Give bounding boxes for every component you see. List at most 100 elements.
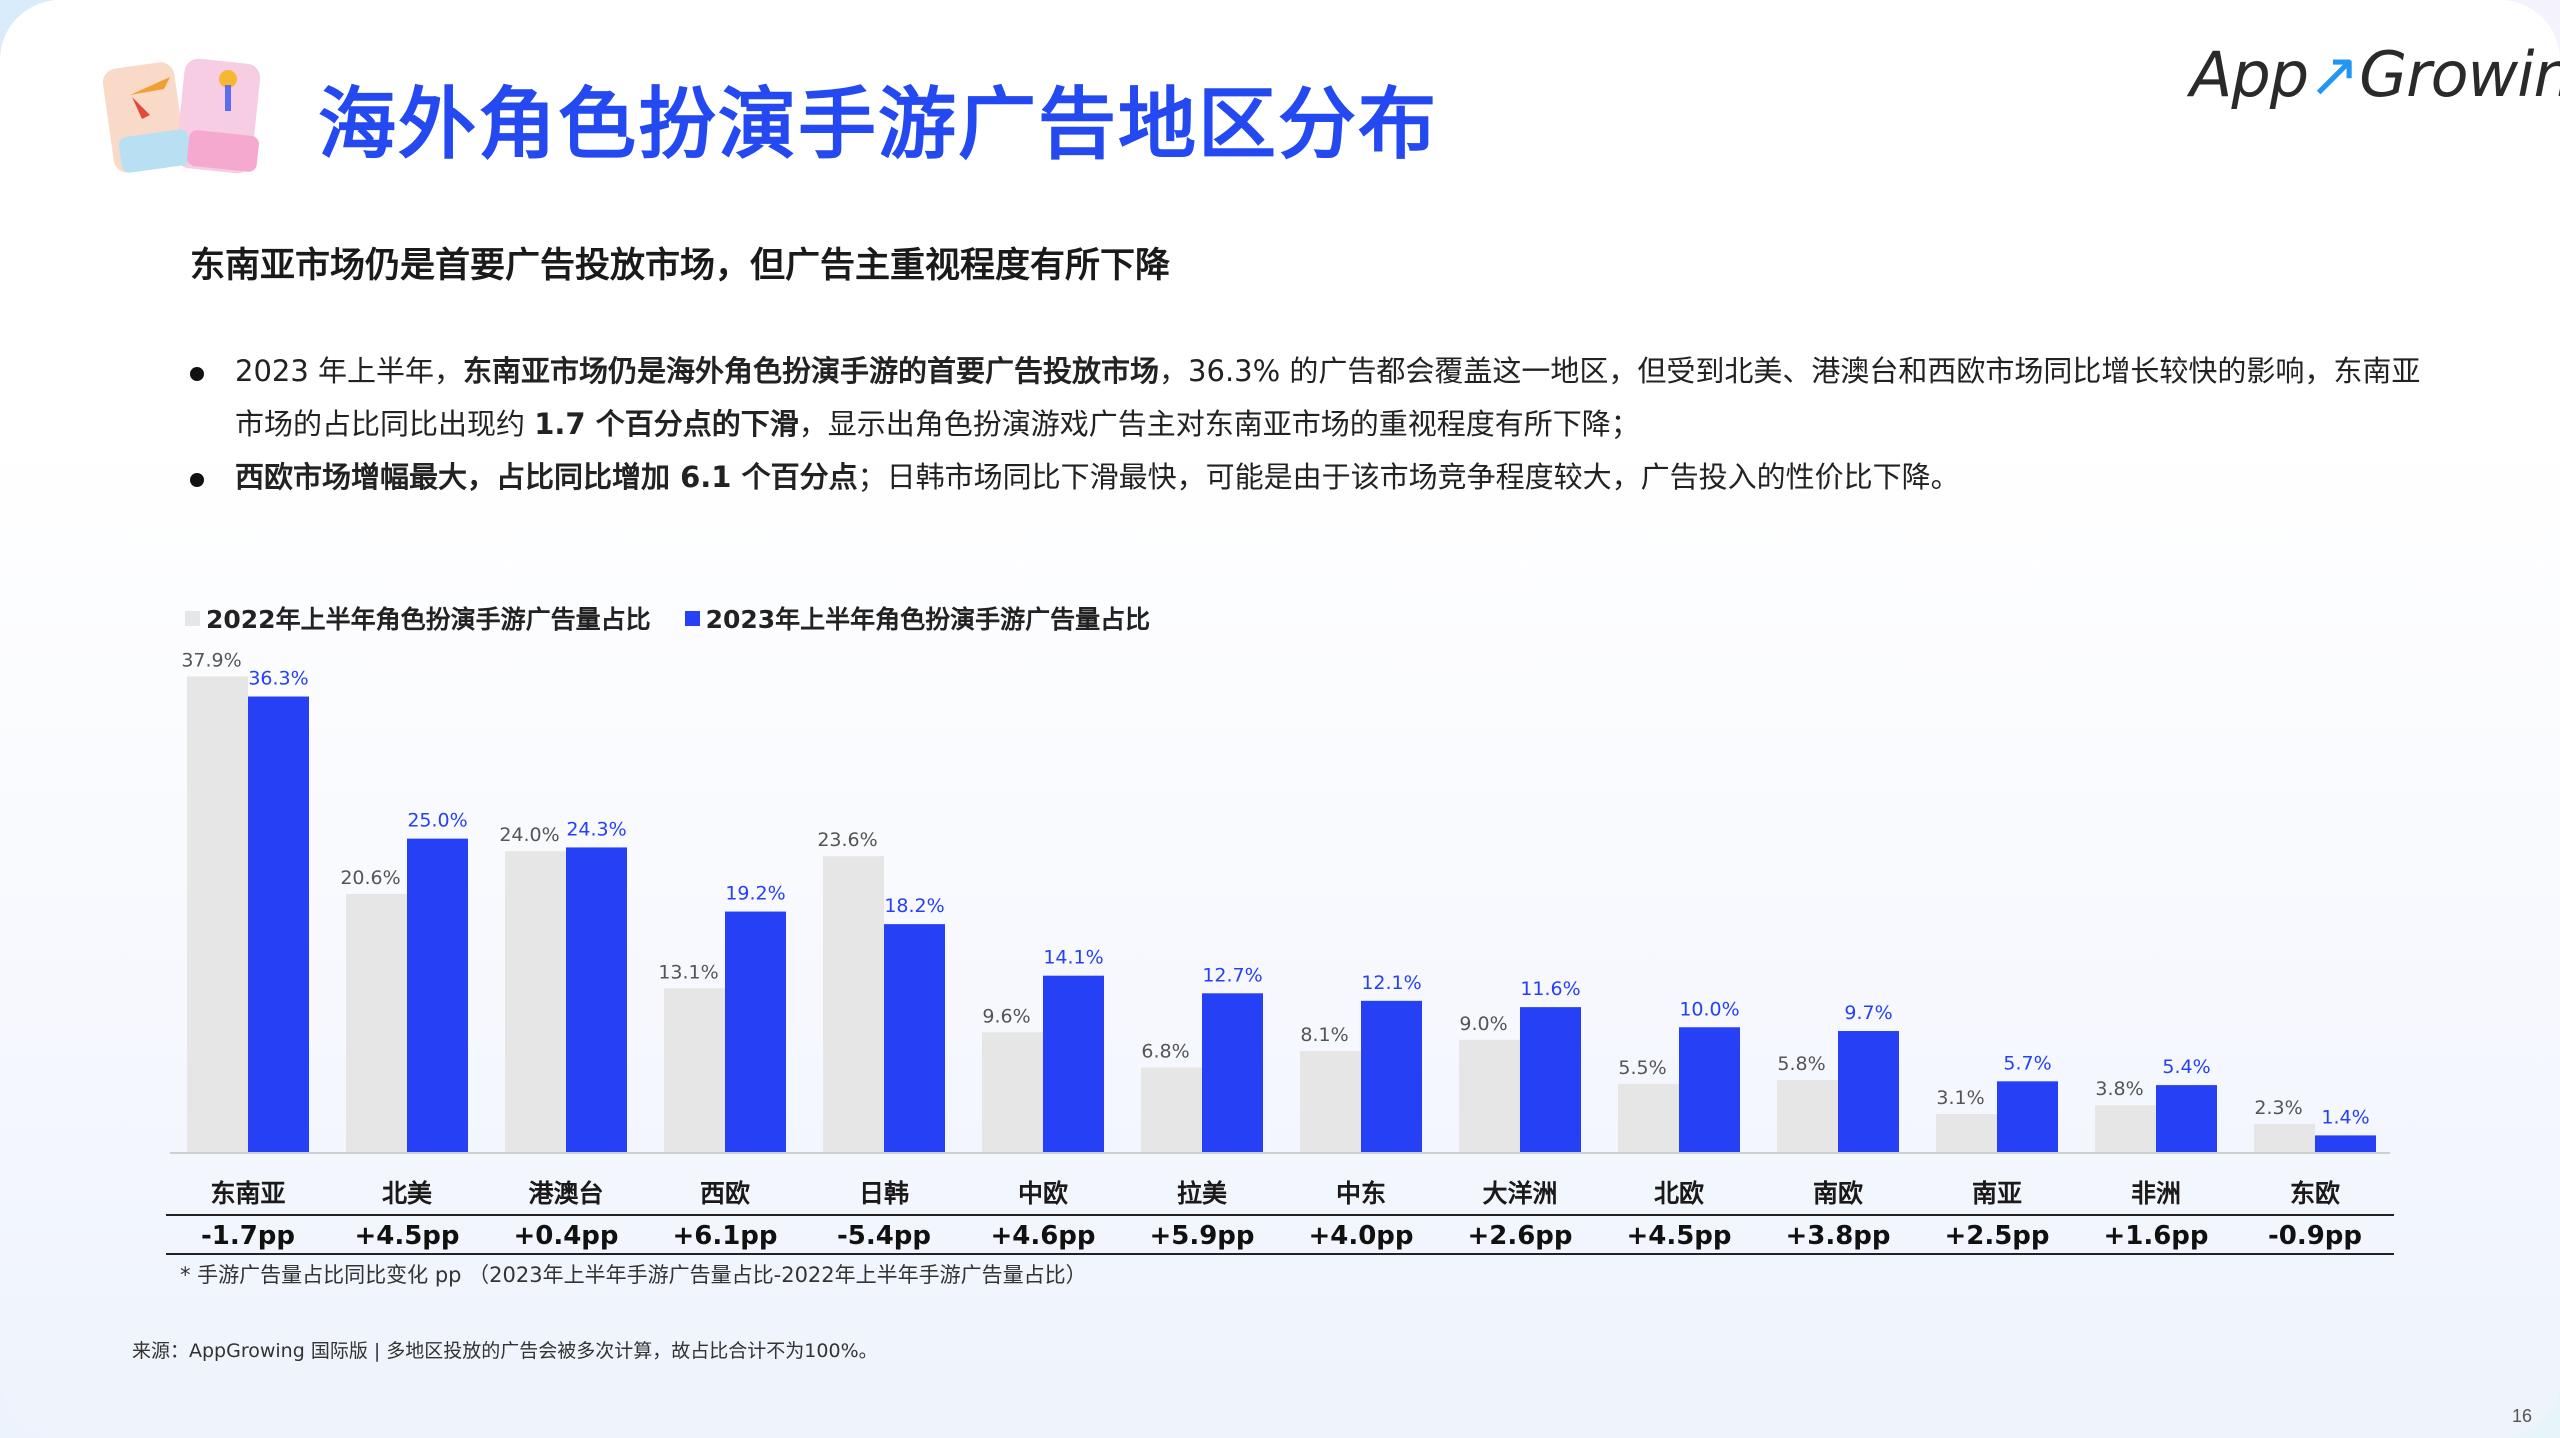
bar-2023 [1520, 1007, 1581, 1153]
page-number: 16 [2511, 1406, 2532, 1426]
change-label: +5.9pp [1149, 1221, 1254, 1251]
bar-2022 [1936, 1114, 1997, 1153]
page-title: 海外角色扮演手游广告地区分布 [318, 80, 1439, 170]
data-label-2023: 1.4% [2321, 1106, 2369, 1128]
data-label-2022: 5.8% [1777, 1053, 1825, 1075]
data-label-2023: 5.4% [2162, 1056, 2210, 1078]
change-label: +4.0pp [1308, 1221, 1413, 1251]
bullet-text: ，36.3% 的广告都会覆盖这一地区，但受到北美、港澳台和西欧市场同比增长较快的… [235, 354, 2421, 441]
bar-2022 [1459, 1039, 1520, 1153]
data-label-2023: 12.7% [1202, 964, 1262, 986]
bullet-dot-icon [190, 473, 204, 487]
change-label: +6.1pp [672, 1221, 777, 1251]
data-label-2023: 10.0% [1679, 998, 1739, 1020]
category-label: 非洲 [2131, 1179, 2181, 1208]
bar-2022 [1141, 1067, 1202, 1153]
bar-2022 [1300, 1051, 1361, 1153]
bar-2022 [823, 856, 884, 1153]
legend-swatch-2022 [185, 610, 200, 626]
change-label: -0.9pp [2268, 1221, 2362, 1251]
category-label: 北美 [382, 1179, 432, 1208]
bar-2022 [346, 893, 407, 1153]
data-label-2022: 9.0% [1459, 1013, 1507, 1035]
bar-2023 [1361, 1000, 1422, 1153]
data-label-2022: 20.6% [340, 867, 400, 889]
data-label-2023: 24.3% [566, 818, 626, 840]
bar-2023 [407, 838, 468, 1153]
data-label-2023: 19.2% [725, 883, 785, 905]
data-label-2022: 37.9% [181, 649, 241, 671]
bullet-dot-icon [190, 367, 204, 381]
section-subtitle: 东南亚市场仍是首要广告投放市场，但广告主重视程度有所下降 [190, 246, 1171, 286]
chart-footnote: * 手游广告量占比同比变化 pp （2023年上半年手游广告量占比-2022年上… [180, 1263, 1087, 1287]
data-label-2023: 18.2% [884, 895, 944, 917]
bar-2023 [566, 847, 627, 1153]
bar-2023 [248, 696, 309, 1153]
role-play-game-icon [102, 58, 261, 174]
data-label-2023: 5.7% [2003, 1052, 2051, 1074]
bullet-text: ；日韩市场同比下滑最快，可能是由于该市场竞争程度较大，广告投入的性价比下降。 [857, 460, 1960, 494]
data-label-2022: 5.5% [1618, 1057, 1666, 1079]
change-label: +2.5pp [1944, 1221, 2049, 1251]
data-label-2022: 8.1% [1300, 1024, 1348, 1046]
bar-2023 [1838, 1031, 1899, 1153]
change-label: +0.4pp [513, 1221, 618, 1251]
legend-item-2022: 2022年上半年角色扮演手游广告量占比 [185, 600, 651, 636]
data-label-2022: 2.3% [2254, 1097, 2302, 1119]
bar-2022 [1618, 1083, 1679, 1153]
data-label-2023: 11.6% [1520, 978, 1580, 1000]
category-label: 南亚 [1972, 1179, 2022, 1208]
bar-2022 [187, 676, 248, 1153]
bar-2023 [725, 911, 786, 1153]
bar-2023 [1043, 975, 1104, 1153]
data-label-2022: 13.1% [658, 961, 718, 983]
bullet-item: 西欧市场增幅最大，占比同比增加 6.1 个百分点；日韩市场同比下滑最快，可能是由… [190, 451, 2430, 504]
legend-label-2023: 2023年上半年角色扮演手游广告量占比 [705, 605, 1151, 634]
bar-2023 [2156, 1085, 2217, 1153]
bar-2023 [884, 924, 945, 1153]
bullet-list: 2023 年上半年，东南亚市场仍是海外角色扮演手游的首要广告投放市场，36.3%… [190, 345, 2430, 504]
change-label: +1.6pp [2103, 1221, 2208, 1251]
chart-legend: 2022年上半年角色扮演手游广告量占比 2023年上半年角色扮演手游广告量占比 [185, 600, 1150, 636]
source-note: 来源：AppGrowing 国际版 | 多地区投放的广告会被多次计算，故占比合计… [132, 1340, 878, 1362]
bar-2022 [664, 988, 725, 1153]
bullet-emphasis: 东南亚市场仍是海外角色扮演手游的首要广告投放市场 [463, 354, 1160, 388]
category-label: 东欧 [2290, 1179, 2340, 1208]
bullet-emphasis: 西欧市场增幅最大，占比同比增加 6.1 个百分点 [235, 460, 858, 494]
bullet-text: 2023 年上半年， [235, 354, 464, 388]
category-label: 拉美 [1177, 1179, 1227, 1208]
data-label-2022: 9.6% [982, 1005, 1030, 1027]
bar-2022 [505, 851, 566, 1153]
change-label: +3.8pp [1785, 1221, 1890, 1251]
data-label-2022: 24.0% [499, 824, 559, 846]
category-label: 东南亚 [210, 1179, 285, 1208]
change-label: -5.4pp [837, 1221, 931, 1251]
data-label-2023: 14.1% [1043, 947, 1103, 969]
category-label: 港澳台 [528, 1179, 603, 1208]
legend-label-2022: 2022年上半年角色扮演手游广告量占比 [206, 605, 651, 634]
change-label: +4.6pp [990, 1221, 1095, 1251]
bar-2022 [2254, 1124, 2315, 1153]
data-label-2023: 12.1% [1361, 972, 1421, 994]
change-label: +4.5pp [354, 1221, 459, 1251]
data-label-2022: 3.8% [2095, 1078, 2143, 1100]
bar-2022 [2095, 1105, 2156, 1153]
data-label-2023: 25.0% [407, 810, 467, 832]
category-label: 北欧 [1654, 1179, 1704, 1208]
data-label-2022: 23.6% [817, 829, 877, 851]
data-label-2023: 36.3% [248, 668, 308, 690]
change-label: -1.7pp [201, 1221, 295, 1251]
bar-2023 [1997, 1081, 2058, 1153]
bar-2022 [1777, 1080, 1838, 1153]
category-label: 中欧 [1018, 1179, 1068, 1208]
change-label: +2.6pp [1467, 1221, 1572, 1251]
change-label: +4.5pp [1626, 1221, 1731, 1251]
data-label-2022: 3.1% [1936, 1087, 1984, 1109]
bar-2023 [1679, 1027, 1740, 1153]
bar-2023 [2315, 1135, 2376, 1153]
bar-2023 [1202, 993, 1263, 1153]
appgrowing-logo: App↗Growing [2190, 38, 2560, 111]
bar-chart: 37.9% 36.3% 东南亚 -1.7pp 20.6% 25.0% 北美 +4.5pp 24.… [166, 649, 2394, 1255]
category-label: 日韩 [859, 1179, 909, 1208]
